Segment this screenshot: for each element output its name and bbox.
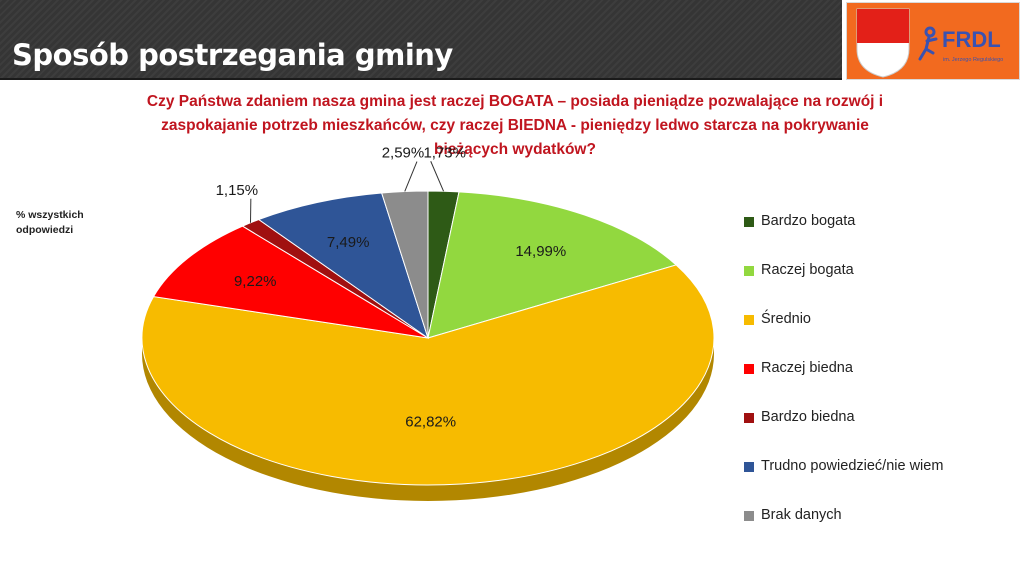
coat-of-arms-logo [856, 8, 910, 78]
legend-item: Raczej bogata [744, 261, 1024, 281]
data-label: 2,59% [382, 145, 425, 162]
data-label: 7,49% [327, 234, 370, 251]
label-leader-line [404, 161, 418, 192]
legend-item: Bardzo biedna [744, 408, 1024, 428]
label-leader-line [430, 161, 444, 192]
legend-swatch [744, 315, 754, 325]
survey-question: Czy Państwa zdaniem nasza gmina jest rac… [80, 90, 950, 162]
question-line: Czy Państwa zdaniem nasza gmina jest rac… [146, 93, 884, 110]
legend-label: Raczej bogata [761, 262, 854, 278]
legend-swatch [744, 217, 754, 227]
legend-label: Bardzo bogata [761, 213, 856, 229]
slide-title: Sposób postrzegania gminy [12, 38, 453, 72]
axis-label-line: odpowiedzi [16, 224, 74, 236]
legend-item: Raczej biedna [744, 359, 1024, 379]
pie-slice [427, 191, 678, 339]
pie-slice [152, 225, 429, 339]
legend-item: Trudno powiedzieć/nie wiem [744, 457, 1024, 477]
legend-label: Bardzo biedna [761, 409, 855, 425]
slide-header: Sposób postrzegania gminy [0, 0, 842, 78]
logo-area: FRDL im. Jerzego Regulskiego [846, 2, 1020, 80]
legend-item: Średnio [744, 310, 1024, 330]
question-line: bieżących wydatków? [434, 141, 596, 158]
legend-swatch [744, 413, 754, 423]
logo-subtext: im. Jerzego Regulskiego [943, 57, 1003, 63]
question-line: zaspokajanie potrzeb mieszkańców, czy ra… [161, 117, 869, 134]
logo-frdl-text: FRDL [942, 27, 1001, 52]
legend-label: Trudno powiedzieć/nie wiem [761, 458, 944, 474]
data-label: 9,22% [234, 273, 277, 290]
legend-label: Średnio [761, 311, 811, 327]
legend-swatch [744, 364, 754, 374]
pie-slice [141, 264, 715, 486]
legend-label: Brak danych [761, 507, 842, 523]
logo-graphics: FRDL im. Jerzego Regulskiego [856, 8, 1003, 78]
data-label: 14,99% [515, 243, 566, 260]
axis-label-line: % wszystkich [16, 209, 84, 221]
legend-label: Raczej biedna [761, 360, 853, 376]
pie-slice [257, 192, 429, 340]
data-label: 62,82% [405, 413, 456, 430]
legend-item: Bardzo bogata [744, 212, 1024, 232]
legend-item: Brak danych [744, 506, 1024, 526]
legend-swatch [744, 462, 754, 472]
axis-label: % wszystkich odpowiedzi [16, 208, 106, 238]
legend-swatch [744, 266, 754, 276]
data-label: 1,15% [216, 182, 259, 199]
pie-slice [380, 190, 429, 339]
legend-swatch [744, 511, 754, 521]
header-divider [0, 78, 842, 80]
data-label: 1,73% [423, 144, 466, 161]
frdl-figure-icon [918, 26, 938, 61]
